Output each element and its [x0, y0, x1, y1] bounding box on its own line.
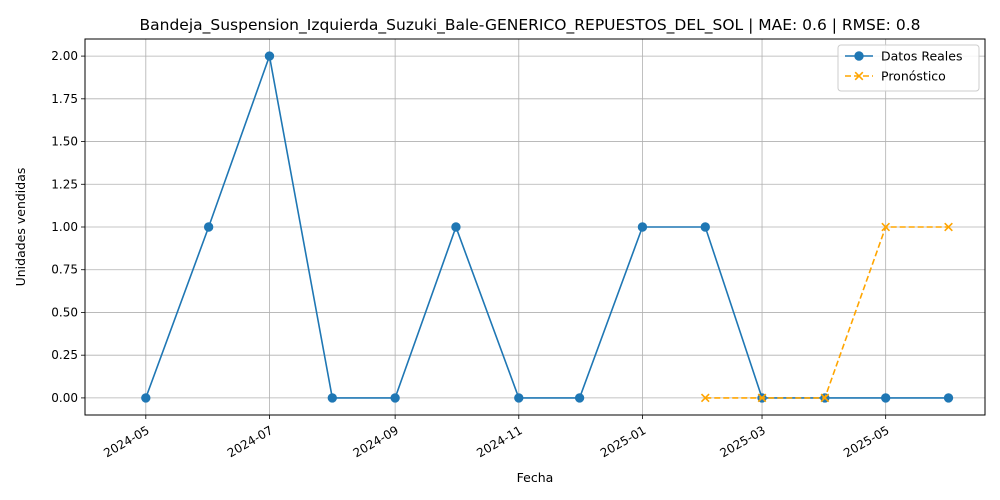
legend-marker	[854, 71, 864, 81]
data-point	[514, 393, 524, 403]
forecast-point	[944, 222, 953, 232]
x-tick-label: 2024-05	[101, 423, 151, 460]
forecast-point	[881, 222, 891, 232]
data-point	[700, 222, 710, 232]
x-axis-ticks: 2024-05 2024-07 2024-09 2024-11 2025-01 2025-…	[101, 415, 892, 460]
x-tick-label: 2025-05	[841, 423, 891, 460]
forecast-point	[757, 393, 767, 403]
legend-box	[837, 44, 980, 92]
y-tick-label: 0.50	[51, 305, 78, 319]
data-point	[451, 222, 461, 232]
legend-marker	[854, 51, 864, 61]
data-point	[264, 51, 275, 61]
data-point	[943, 393, 954, 403]
y-tick-label: 0.75	[51, 263, 78, 277]
grid-lines	[85, 39, 985, 415]
x-tick-label: 2024-09	[351, 423, 401, 460]
data-point	[203, 222, 214, 232]
chart-title: Bandeja_Suspension_Izquierda_Suzuki_Bale…	[140, 16, 921, 35]
data-point	[637, 222, 648, 232]
series-forecast	[700, 222, 953, 403]
y-tick-label: 1.50	[51, 135, 78, 149]
x-tick-label: 2024-11	[474, 423, 524, 460]
y-tick-label: 0.25	[51, 348, 78, 362]
legend-label: Pronóstico	[881, 69, 946, 84]
forecast-point	[700, 393, 710, 403]
x-tick-label: 2025-03	[718, 423, 768, 460]
x-tick-label: 2025-01	[598, 423, 648, 460]
y-tick-label: 1.75	[51, 92, 78, 106]
legend-entry: Pronóstico	[845, 69, 946, 84]
y-tick-label: 2.00	[51, 49, 78, 63]
y-tick-label: 1.25	[51, 177, 78, 191]
x-tick-label: 2024-07	[225, 423, 275, 460]
legend-entry: Datos Reales	[845, 49, 962, 64]
data-point	[390, 393, 400, 403]
y-axis-ticks: 0.00 0.25 0.50 0.75 1.00 1.25 1.50 1.75 2.00	[51, 49, 85, 405]
data-point	[574, 393, 585, 403]
series-layer	[141, 51, 954, 403]
data-point	[327, 393, 337, 403]
series-actual	[141, 51, 954, 403]
legend: Datos Reales Pronóstico	[837, 44, 980, 92]
data-point	[880, 393, 891, 403]
data-point	[141, 393, 151, 403]
y-axis-label: Unidades vendidas	[13, 168, 28, 287]
y-tick-label: 1.00	[51, 220, 78, 234]
x-axis-label: Fecha	[517, 470, 554, 485]
y-tick-label: 0.00	[51, 391, 78, 405]
legend-label: Datos Reales	[881, 49, 962, 64]
forecast-point	[820, 393, 830, 403]
